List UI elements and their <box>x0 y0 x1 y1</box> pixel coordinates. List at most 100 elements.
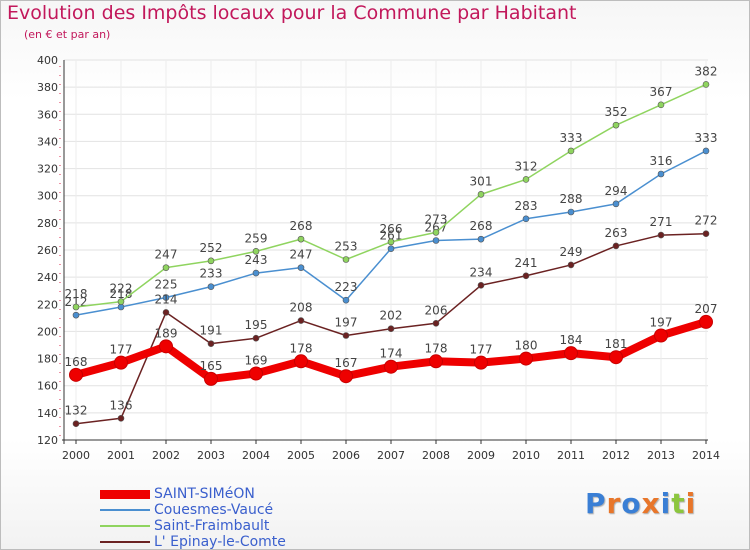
data-label: 195 <box>245 318 268 332</box>
data-label: 197 <box>650 316 673 330</box>
data-label: 263 <box>605 226 628 240</box>
data-point <box>699 314 713 329</box>
data-point <box>474 355 488 370</box>
data-point <box>252 269 260 277</box>
data-point <box>702 147 710 155</box>
data-point <box>159 339 173 354</box>
y-tick-label: 240 <box>37 271 58 284</box>
data-label: 174 <box>380 347 403 361</box>
data-label: 301 <box>470 174 493 188</box>
x-tick-label: 2006 <box>332 449 360 462</box>
data-label: 267 <box>425 221 448 235</box>
x-tick-label: 2000 <box>62 449 90 462</box>
data-point <box>72 420 80 428</box>
data-label: 333 <box>560 131 583 145</box>
data-label: 180 <box>515 339 538 353</box>
data-point <box>657 231 665 239</box>
x-tick-label: 2008 <box>422 449 450 462</box>
data-label: 333 <box>695 131 718 145</box>
data-label: 177 <box>470 343 493 357</box>
legend-swatch <box>100 541 150 543</box>
data-label: 259 <box>245 231 268 245</box>
data-point <box>522 272 530 280</box>
data-label: 294 <box>605 184 628 198</box>
data-label: 168 <box>65 355 88 369</box>
data-point <box>117 298 125 305</box>
x-tick-label: 2013 <box>647 449 675 462</box>
data-label: 208 <box>290 301 313 315</box>
x-tick-label: 2010 <box>512 449 540 462</box>
data-point <box>117 303 125 311</box>
data-point <box>657 101 665 109</box>
data-point <box>72 303 80 311</box>
data-label: 268 <box>290 219 313 233</box>
y-tick-label: 220 <box>37 298 58 311</box>
data-point <box>477 281 485 289</box>
y-tick-label: 340 <box>37 135 58 148</box>
legend-swatch <box>100 509 150 511</box>
data-point <box>522 176 530 183</box>
x-tick-label: 2014 <box>692 449 720 462</box>
brand-logo: Proxiti <box>585 487 697 520</box>
y-tick-label: 200 <box>37 325 58 338</box>
data-label: 247 <box>155 248 178 262</box>
x-tick-label: 2002 <box>152 449 180 462</box>
data-point <box>387 325 395 333</box>
data-point <box>612 200 620 208</box>
data-label: 167 <box>335 356 358 370</box>
data-point <box>114 355 128 370</box>
x-tick-label: 2003 <box>197 449 225 462</box>
legend-item: Saint-Fraimbault <box>100 518 286 534</box>
data-point <box>297 264 305 271</box>
data-label: 253 <box>335 240 358 254</box>
data-label: 136 <box>110 398 133 412</box>
data-point <box>207 283 215 290</box>
x-tick-label: 2001 <box>107 449 135 462</box>
data-label: 234 <box>470 265 493 279</box>
data-point <box>657 170 665 178</box>
y-tick-label: 400 <box>37 54 58 67</box>
data-label: 165 <box>200 359 223 373</box>
data-point <box>342 296 350 304</box>
data-label: 169 <box>245 354 268 368</box>
data-label: 288 <box>560 192 583 206</box>
data-point <box>294 354 308 369</box>
data-point <box>432 237 440 244</box>
data-label: 132 <box>65 404 88 418</box>
data-point <box>567 208 575 216</box>
chart-subtitle: (en € et par an) <box>24 28 111 41</box>
data-label: 184 <box>560 333 583 347</box>
data-point <box>342 256 350 263</box>
data-point <box>477 235 485 243</box>
y-tick-label: 180 <box>37 353 58 366</box>
data-point <box>564 346 578 361</box>
data-point <box>432 319 440 327</box>
data-point <box>252 334 260 342</box>
y-tick-label: 120 <box>37 434 58 447</box>
data-label: 178 <box>290 341 313 355</box>
data-point <box>387 245 395 252</box>
data-label: 249 <box>560 245 583 259</box>
data-label: 252 <box>200 241 223 255</box>
data-point <box>609 350 623 365</box>
data-point <box>519 351 533 366</box>
data-point <box>117 414 125 422</box>
legend: SAINT-SIMéON Couesmes-Vaucé Saint-Fraimbau… <box>100 486 286 550</box>
y-tick-label: 140 <box>37 407 58 420</box>
data-point <box>252 248 260 255</box>
data-label: 261 <box>380 229 403 243</box>
legend-label: Saint-Fraimbault <box>154 518 270 534</box>
data-label: 283 <box>515 199 538 213</box>
legend-swatch <box>100 489 150 499</box>
x-tick-label: 2012 <box>602 449 630 462</box>
data-point <box>249 366 263 381</box>
data-point <box>384 359 398 374</box>
data-label: 241 <box>515 256 538 270</box>
data-label: 247 <box>290 248 313 262</box>
data-point <box>204 371 218 386</box>
data-point <box>429 354 443 369</box>
chart-title: Evolution des Impôts locaux pour la Comm… <box>7 2 577 24</box>
data-label: 273 <box>425 212 448 226</box>
data-label: 197 <box>335 316 358 330</box>
